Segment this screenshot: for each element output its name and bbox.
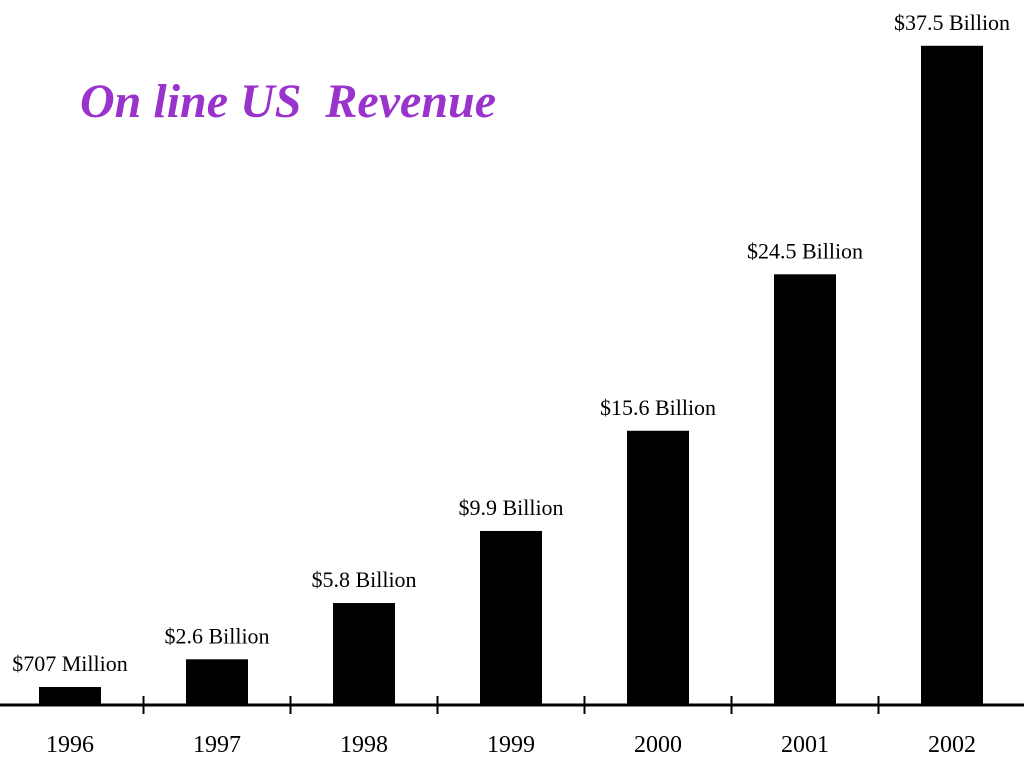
x-tick-label-1996: 1996 <box>46 732 94 758</box>
bar-1996 <box>39 687 101 705</box>
bar-2001 <box>774 274 836 705</box>
x-tick-label-1999: 1999 <box>487 732 535 758</box>
data-label-2001: $24.5 Billion <box>747 238 863 263</box>
data-label-1997: $2.6 Billion <box>164 623 269 648</box>
x-axis-ticks <box>142 696 880 714</box>
bar-1998 <box>333 603 395 705</box>
x-tick-label-2001: 2001 <box>781 732 829 758</box>
data-label-1998: $5.8 Billion <box>311 567 416 592</box>
x-tick-label-2002: 2002 <box>928 732 976 758</box>
x-tick-label-2000: 2000 <box>634 732 682 758</box>
data-label-2002: $37.5 Billion <box>894 10 1010 35</box>
data-label-1999: $9.9 Billion <box>458 495 563 520</box>
x-tick-labels: 1996 1997 1998 1999 2000 2001 2002 <box>46 732 976 758</box>
chart-title: On line US Revenue <box>80 75 496 128</box>
x-tick-label-1998: 1998 <box>340 732 388 758</box>
bar-1997 <box>186 659 248 705</box>
bar-2000 <box>627 430 689 705</box>
data-labels-group: $707 Million $2.6 Billion $5.8 Billion $9.9… <box>12 10 1010 676</box>
x-tick-label-1997: 1997 <box>193 732 241 758</box>
data-label-2000: $15.6 Billion <box>600 395 716 420</box>
bar-2002 <box>921 45 983 705</box>
bar-1999 <box>480 530 542 705</box>
bars-group <box>39 45 983 705</box>
data-label-1996: $707 Million <box>12 651 128 676</box>
